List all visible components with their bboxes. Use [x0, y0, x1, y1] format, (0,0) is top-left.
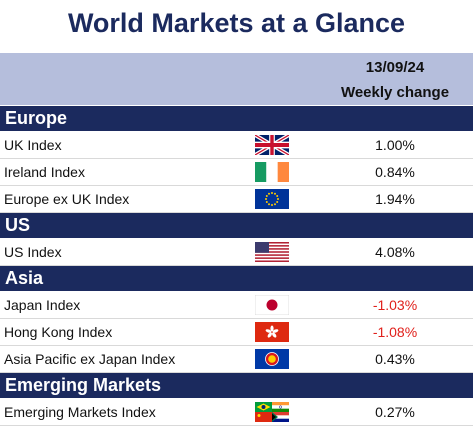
- eu-flag-icon: [255, 189, 289, 209]
- table-row: Japan Index -1.03%: [0, 292, 473, 319]
- weekly-change: -1.08%: [372, 324, 418, 340]
- index-name: Hong Kong Index: [4, 324, 113, 340]
- index-name: Emerging Markets Index: [4, 404, 156, 420]
- asean-flag-icon: [255, 349, 289, 369]
- weekly-change: 1.00%: [375, 137, 415, 153]
- table-row: Europe ex UK Index 1.94%: [0, 186, 473, 213]
- us-flag-icon: [255, 242, 289, 262]
- index-name: US Index: [4, 244, 62, 260]
- section-title: US: [5, 215, 31, 235]
- table-header: 13/09/24 Weekly change: [0, 53, 473, 105]
- index-name: UK Index: [4, 137, 62, 153]
- weekly-change: -1.03%: [372, 297, 418, 313]
- table-row: UK Index 1.00%: [0, 132, 473, 159]
- weekly-change: 0.27%: [375, 404, 415, 420]
- page-title: World Markets at a Glance: [67, 8, 406, 38]
- index-name: Ireland Index: [4, 164, 85, 180]
- weekly-change: 0.84%: [375, 164, 415, 180]
- ireland-flag-icon: [255, 162, 289, 182]
- header-date: 13/09/24: [365, 59, 425, 76]
- table-row: Asia Pacific ex Japan Index 0.43%: [0, 346, 473, 373]
- emerging-markets-flags-icon: [255, 402, 289, 422]
- table-row: Hong Kong Index -1.08%: [0, 319, 473, 346]
- table-row: Ireland Index 0.84%: [0, 159, 473, 186]
- section-asia: Asia: [0, 266, 473, 291]
- section-emerging-markets: Emerging Markets: [0, 373, 473, 398]
- section-title: Asia: [5, 268, 44, 288]
- weekly-change: 0.43%: [375, 351, 415, 367]
- index-name: Asia Pacific ex Japan Index: [4, 351, 176, 367]
- table-row: Emerging Markets Index 0.27%: [0, 399, 473, 426]
- hong-kong-flag-icon: [255, 322, 289, 342]
- weekly-change: 1.94%: [375, 191, 415, 207]
- weekly-change: 4.08%: [375, 244, 415, 260]
- index-name: Europe ex UK Index: [4, 191, 130, 207]
- section-us: US: [0, 213, 473, 238]
- section-title: Emerging Markets: [5, 375, 162, 395]
- section-europe: Europe: [0, 106, 473, 131]
- uk-flag-icon: [255, 135, 289, 155]
- japan-flag-icon: [255, 295, 289, 315]
- table-row: US Index 4.08%: [0, 239, 473, 266]
- header-change-label: Weekly change: [340, 84, 450, 101]
- section-title: Europe: [5, 108, 68, 128]
- index-name: Japan Index: [4, 297, 81, 313]
